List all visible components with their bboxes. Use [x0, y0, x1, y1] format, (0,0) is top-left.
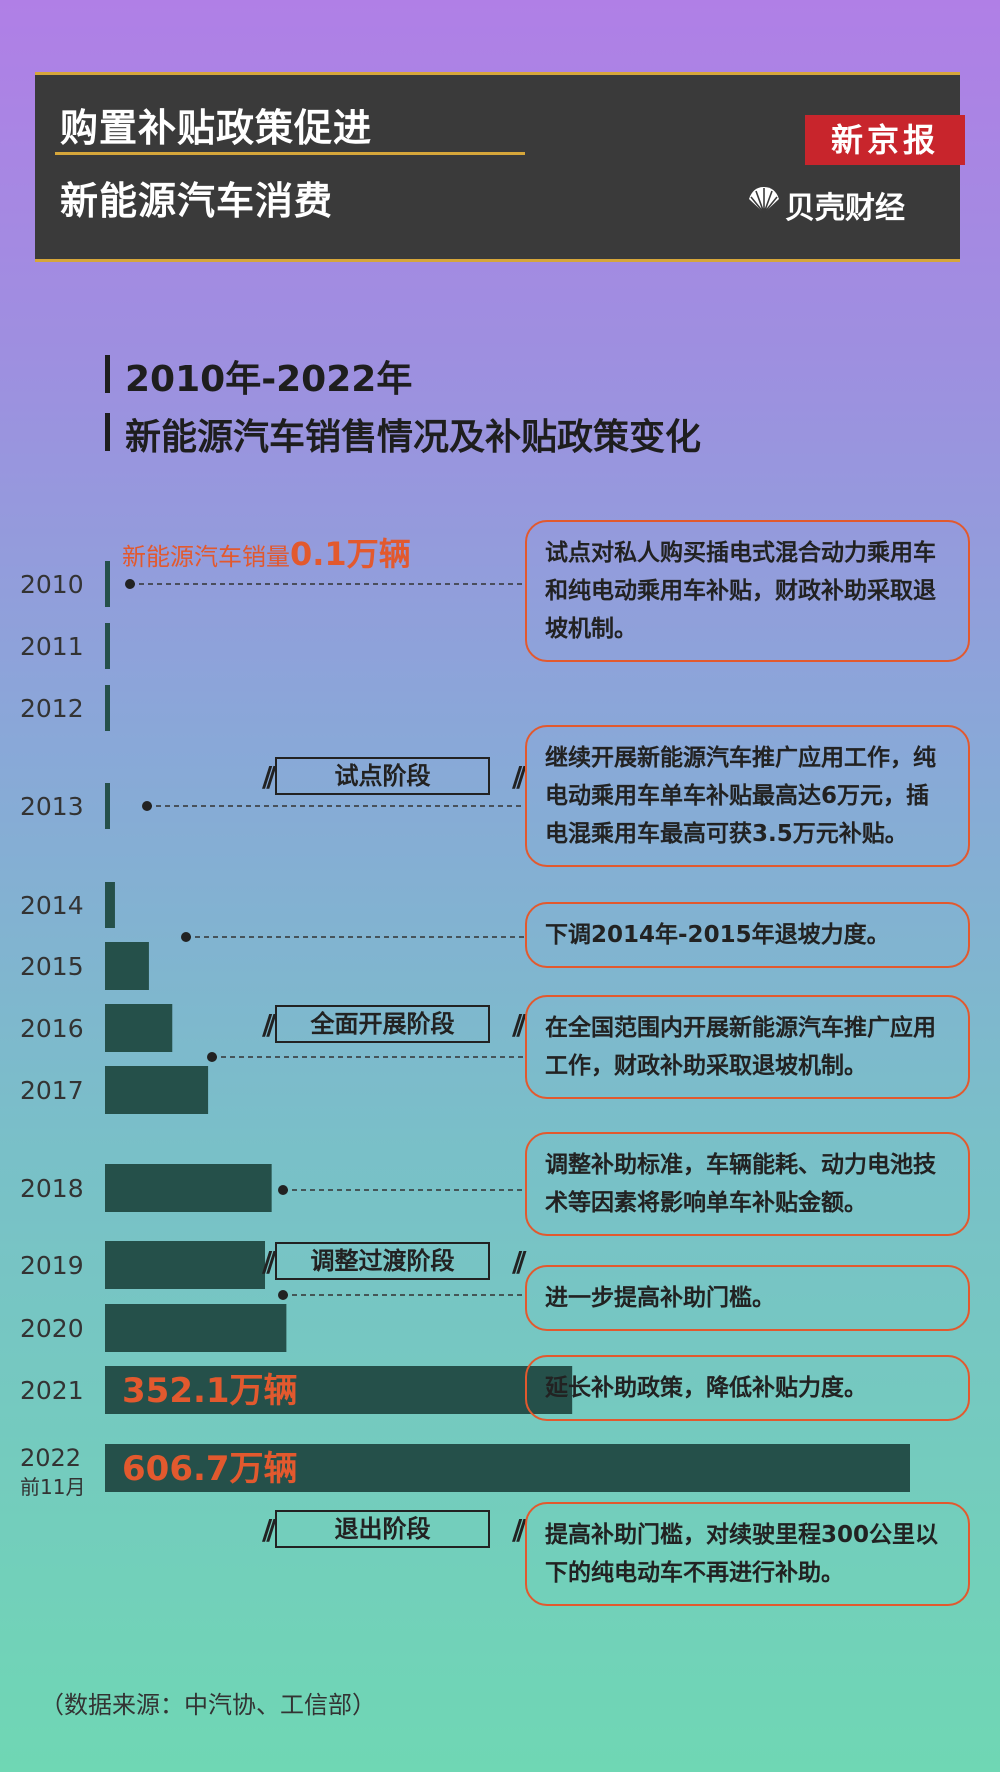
policy-note-2013: 继续开展新能源汽车推广应用工作，纯电动乘用车单车补贴最高达6万元，插电混乘用车最…: [525, 725, 970, 867]
bar-2022前11月: [105, 1444, 910, 1492]
bar-2015: [105, 942, 149, 990]
year-label: 2022: [20, 1444, 81, 1472]
connector-dot: [125, 579, 135, 589]
bar-2020: [105, 1304, 287, 1352]
policy-note-2019: 进一步提高补助门槛。: [525, 1265, 970, 1331]
stage-break-mark: //: [512, 1008, 527, 1041]
stage-break-mark: //: [262, 1245, 277, 1278]
header-title-line2: 新能源汽车消费: [60, 179, 334, 223]
header-banner: 购置补贴政策促进 新能源汽车消费 新京报 贝壳财经: [35, 72, 965, 262]
policy-note-2021: 延长补助政策，降低补贴力度。: [525, 1355, 970, 1421]
stage-label-transition: 调整过渡阶段: [275, 1242, 490, 1280]
bar-2010: [105, 561, 110, 607]
policy-note-2015: 下调2014年-2015年退坡力度。: [525, 902, 970, 968]
heading-bar-2: [105, 413, 110, 451]
bar-2017: [105, 1066, 209, 1114]
annotation-2022: 606.7万辆: [122, 1449, 298, 1489]
policy-note-2018: 调整补助标准，车辆能耗、动力电池技术等因素将影响单车补贴金额。: [525, 1132, 970, 1236]
header-title-line1: 购置补贴政策促进: [60, 106, 373, 150]
annotation-2010: 新能源汽车销量0.1万辆: [122, 535, 411, 573]
connector-dot: [142, 801, 152, 811]
stage-break-mark: //: [512, 1513, 527, 1546]
year-label: 2020: [20, 1314, 84, 1343]
brand-name: 贝壳财经: [785, 191, 905, 226]
stage-break-mark: //: [262, 1008, 277, 1041]
connector-dot: [278, 1290, 288, 1300]
stage-label-exit: 退出阶段: [275, 1510, 490, 1548]
policy-note-2016: 在全国范围内开展新能源汽车推广应用工作，财政补助采取退坡机制。: [525, 995, 970, 1099]
year-label: 2013: [20, 792, 84, 821]
stage-break-mark: //: [512, 760, 527, 793]
annotation-2021: 352.1万辆: [122, 1371, 298, 1411]
year-label: 2019: [20, 1251, 84, 1280]
year-label: 2010: [20, 570, 84, 599]
year-label: 2017: [20, 1076, 84, 1105]
header-divider: [55, 152, 525, 155]
bar-2019: [105, 1241, 266, 1289]
bar-2014: [105, 882, 115, 928]
data-source: （数据来源：中汽协、工信部）: [40, 1691, 376, 1719]
chart-title-line1: 2010年-2022年: [125, 359, 413, 400]
connector-dot: [181, 932, 191, 942]
bar-2011: [105, 623, 110, 669]
stage-break-mark: //: [262, 1513, 277, 1546]
stage-label-pilot: 试点阶段: [275, 757, 490, 795]
bar-2018: [105, 1164, 272, 1212]
heading-bar-1: [105, 355, 110, 393]
year-label: 2014: [20, 891, 84, 920]
year-label: 2021: [20, 1376, 84, 1405]
bar-2016: [105, 1004, 173, 1052]
connector-dot: [207, 1052, 217, 1062]
shell-icon: [749, 187, 779, 214]
bar-2021: [105, 1366, 573, 1414]
year-label: 2016: [20, 1014, 84, 1043]
year-label-suffix: 前11月: [20, 1475, 85, 1499]
chart-title-line2: 新能源汽车销售情况及补贴政策变化: [125, 417, 702, 458]
year-label: 2018: [20, 1174, 84, 1203]
stage-break-mark: //: [262, 760, 277, 793]
policy-note-2010: 试点对私人购买插电式混合动力乘用车和纯电动乘用车补贴，财政补助采取退坡机制。: [525, 520, 970, 662]
year-label: 2012: [20, 694, 84, 723]
stage-break-mark: //: [512, 1245, 527, 1278]
policy-note-2022: 提高补助门槛，对续驶里程300公里以下的纯电动车不再进行补助。: [525, 1502, 970, 1606]
stage-label-full-rollout: 全面开展阶段: [275, 1005, 490, 1043]
bar-2013: [105, 783, 110, 829]
bar-2012: [105, 685, 110, 731]
year-label: 2015: [20, 952, 84, 981]
year-label: 2011: [20, 632, 84, 661]
connector-dot: [278, 1185, 288, 1195]
brand-logo: 新京报: [805, 115, 965, 165]
